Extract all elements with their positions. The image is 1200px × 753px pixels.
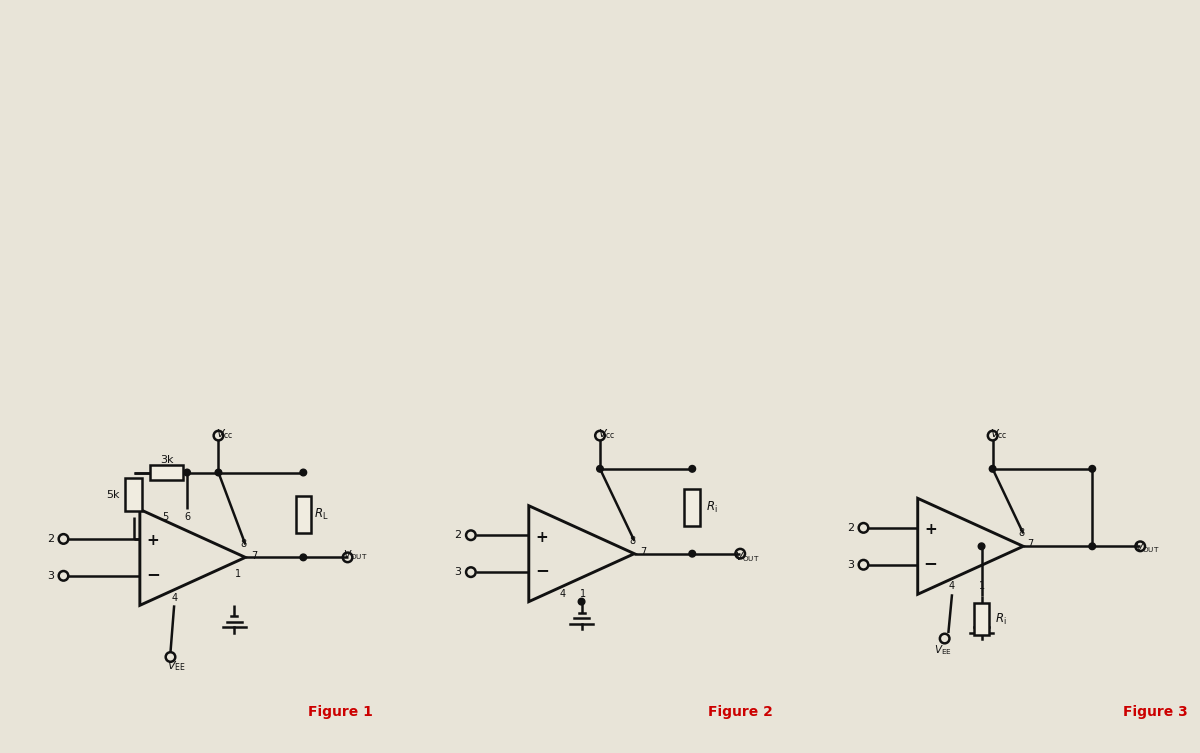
Text: 3: 3 <box>455 567 462 577</box>
Bar <box>150 465 184 480</box>
Text: $V_{\rm OUT}$: $V_{\rm OUT}$ <box>1135 541 1160 555</box>
Text: 8: 8 <box>630 536 636 546</box>
Bar <box>125 478 142 511</box>
Circle shape <box>1088 465 1096 472</box>
Text: 1: 1 <box>978 581 985 591</box>
Text: $V_{\rm EE}$: $V_{\rm EE}$ <box>934 643 952 657</box>
Text: 4: 4 <box>949 581 955 591</box>
Circle shape <box>989 465 996 472</box>
Text: 1: 1 <box>235 569 241 579</box>
Bar <box>684 489 700 526</box>
Text: Figure 3: Figure 3 <box>1122 706 1187 719</box>
Text: $V_{\rm cc}$: $V_{\rm cc}$ <box>598 427 616 441</box>
Text: 6: 6 <box>184 512 190 522</box>
Text: Figure 2: Figure 2 <box>708 706 773 719</box>
Text: $R_{\rm i}$: $R_{\rm i}$ <box>706 500 718 515</box>
Text: +: + <box>146 533 160 548</box>
Text: $V_{\rm cc}$: $V_{\rm cc}$ <box>990 427 1008 441</box>
Text: 3k: 3k <box>160 455 174 465</box>
Text: $V_{\rm OUT}$: $V_{\rm OUT}$ <box>343 549 368 562</box>
Text: 4: 4 <box>172 593 178 603</box>
Circle shape <box>578 599 584 605</box>
Text: 5k: 5k <box>107 489 120 500</box>
Circle shape <box>300 469 307 476</box>
Text: 3: 3 <box>847 559 854 570</box>
Text: 8: 8 <box>240 539 247 550</box>
Text: 4: 4 <box>560 589 566 599</box>
Circle shape <box>978 543 985 550</box>
Text: 2: 2 <box>47 534 54 544</box>
Bar <box>295 496 311 533</box>
Circle shape <box>184 469 191 476</box>
Text: 7: 7 <box>252 550 258 560</box>
Text: −: − <box>146 565 160 583</box>
Text: 3: 3 <box>47 571 54 581</box>
Text: 5: 5 <box>162 512 169 522</box>
Circle shape <box>300 554 307 561</box>
Text: $V_{\rm EE}$: $V_{\rm EE}$ <box>167 660 186 673</box>
Text: 2: 2 <box>455 530 462 540</box>
Circle shape <box>1088 543 1096 550</box>
Text: +: + <box>924 522 937 537</box>
Text: 7: 7 <box>1027 539 1033 550</box>
Bar <box>974 603 989 635</box>
Text: 1: 1 <box>581 589 587 599</box>
Text: $R_{\rm L}$: $R_{\rm L}$ <box>314 508 329 523</box>
Circle shape <box>215 469 222 476</box>
Circle shape <box>689 550 696 557</box>
Circle shape <box>689 465 696 472</box>
Text: +: + <box>535 529 548 544</box>
Text: 2: 2 <box>847 523 854 533</box>
Text: −: − <box>535 561 548 579</box>
Text: $V_{\rm cc}$: $V_{\rm cc}$ <box>216 427 234 441</box>
Text: 8: 8 <box>1019 529 1025 538</box>
Text: −: − <box>924 554 937 572</box>
Text: $V_{\rm OUT}$: $V_{\rm OUT}$ <box>736 550 760 564</box>
Text: 7: 7 <box>641 547 647 556</box>
Circle shape <box>596 465 604 472</box>
Text: Figure 1: Figure 1 <box>307 706 373 719</box>
Text: $R_{\rm i}$: $R_{\rm i}$ <box>995 611 1007 626</box>
